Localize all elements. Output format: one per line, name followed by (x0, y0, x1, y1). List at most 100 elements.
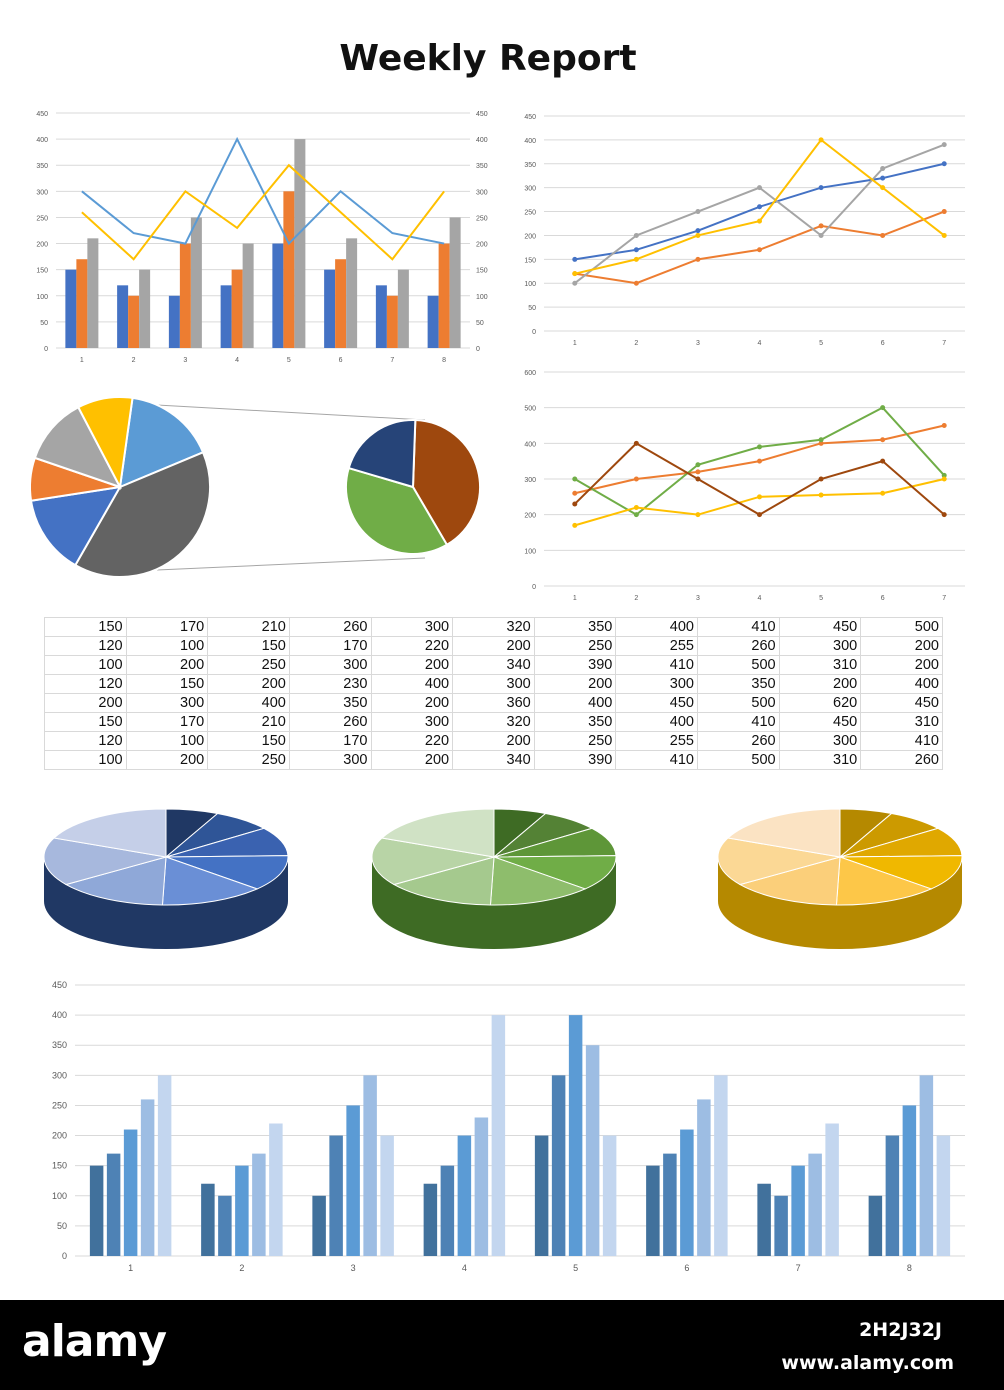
table-row: 120 100 150 170 220 200 250 255 260 300 410 (44, 731, 943, 751)
data-point (880, 232, 886, 238)
table-cell: 200 (370, 750, 454, 770)
table-row: 100 200 250 300 200 340 390 410 500 310 200 (44, 655, 943, 675)
y-tick-label: 400 (52, 1010, 67, 1020)
bar (474, 1117, 489, 1256)
data-point (572, 501, 578, 507)
table-cell: 120 (44, 636, 127, 656)
table-cell: 200 (370, 693, 454, 713)
bar (602, 1135, 617, 1256)
bar (179, 243, 191, 348)
table-cell: 410 (697, 712, 780, 732)
bar (312, 1195, 326, 1256)
bar (885, 1135, 900, 1256)
table-cell: 400 (207, 693, 290, 713)
table-cell: 260 (697, 636, 780, 656)
series-line (81, 136, 445, 246)
pie-slice (73, 451, 211, 578)
table-cell: 300 (370, 712, 454, 732)
watermark-image-id: 2H2J32J (859, 1319, 942, 1341)
bar (757, 1183, 771, 1256)
x-tick-label: 3 (696, 340, 700, 347)
pie-3d-blue (43, 808, 289, 949)
table-cell: 450 (778, 617, 862, 637)
pie-slice (717, 837, 841, 886)
data-point (818, 440, 824, 446)
table-cell: 200 (452, 636, 535, 656)
bar (375, 285, 387, 348)
pie-3d-gold (717, 808, 963, 949)
data-point (757, 512, 762, 518)
data-point (941, 209, 947, 215)
data-point (695, 476, 701, 482)
table-cell: 250 (533, 636, 617, 656)
pie-side (372, 857, 616, 949)
bar (427, 295, 439, 348)
table-cell: 250 (207, 750, 290, 770)
y-tick-label: 0 (62, 1251, 67, 1261)
x-tick-label: 4 (235, 357, 239, 364)
clustered-bar-chart: 0 50 100 150 200 250 300 350 400 450 1 2 3 4 5 6 7 8 (52, 980, 965, 1273)
bar (680, 1129, 694, 1256)
data-point (880, 185, 886, 191)
bar (157, 1075, 172, 1256)
bar (363, 1075, 377, 1256)
pie-slice (76, 396, 134, 491)
y-tick-label: 150 (52, 1161, 67, 1171)
table-cell: 200 (125, 750, 209, 770)
table-cell: 300 (125, 693, 209, 713)
y2-tick-label: 250 (476, 215, 488, 222)
data-point (818, 476, 824, 482)
y-tick-label: 400 (524, 441, 536, 448)
bar (380, 1135, 394, 1256)
data-point (880, 175, 886, 181)
data-point (818, 437, 824, 443)
table-cell: 170 (125, 617, 209, 637)
table-cell: 200 (860, 636, 943, 656)
table-row: 200 300 400 350 200 360 400 450 500 620 450 (44, 693, 943, 713)
data-point (633, 280, 639, 286)
data-point (572, 490, 578, 496)
data-point (941, 142, 947, 148)
y-tick-label: 0 (44, 346, 48, 353)
x-tick-label: 4 (462, 1263, 467, 1273)
connector-line (156, 557, 426, 571)
x-tick-label: 1 (573, 595, 577, 602)
pie-slice (371, 837, 495, 886)
table-cell: 260 (697, 731, 780, 751)
x-tick-label: 6 (684, 1263, 689, 1273)
bar (663, 1153, 677, 1256)
pie-slice (392, 856, 495, 906)
bar (269, 1123, 283, 1256)
pie-side (44, 857, 288, 949)
x-tick-label: 5 (819, 595, 823, 602)
y2-tick-label: 0 (476, 346, 480, 353)
data-point (757, 204, 762, 210)
table-cell: 120 (44, 674, 127, 694)
bar (438, 243, 450, 348)
bar (697, 1099, 711, 1256)
table-cell: 100 (125, 731, 209, 751)
y-tick-label: 300 (36, 189, 48, 196)
data-point (941, 472, 947, 478)
bar (235, 1165, 249, 1256)
table-cell: 220 (370, 636, 454, 656)
bar (168, 295, 180, 348)
y-tick-label: 250 (36, 215, 48, 222)
y2-tick-label: 150 (476, 268, 488, 275)
bar (231, 269, 243, 348)
table-cell: 360 (452, 693, 535, 713)
y2-tick-label: 200 (476, 242, 488, 249)
y-tick-label: 350 (36, 163, 48, 170)
pie-slice (835, 856, 933, 906)
table-cell: 390 (533, 655, 617, 675)
y-tick-label: 300 (524, 477, 536, 484)
data-point (757, 444, 762, 450)
table-cell: 120 (44, 731, 127, 751)
x-tick-label: 3 (351, 1263, 356, 1273)
x-tick-label: 7 (390, 357, 394, 364)
data-point (572, 280, 578, 286)
table-cell: 210 (207, 712, 290, 732)
y-tick-label: 0 (532, 584, 536, 591)
x-tick-label: 7 (942, 595, 946, 602)
bar (791, 1165, 805, 1256)
